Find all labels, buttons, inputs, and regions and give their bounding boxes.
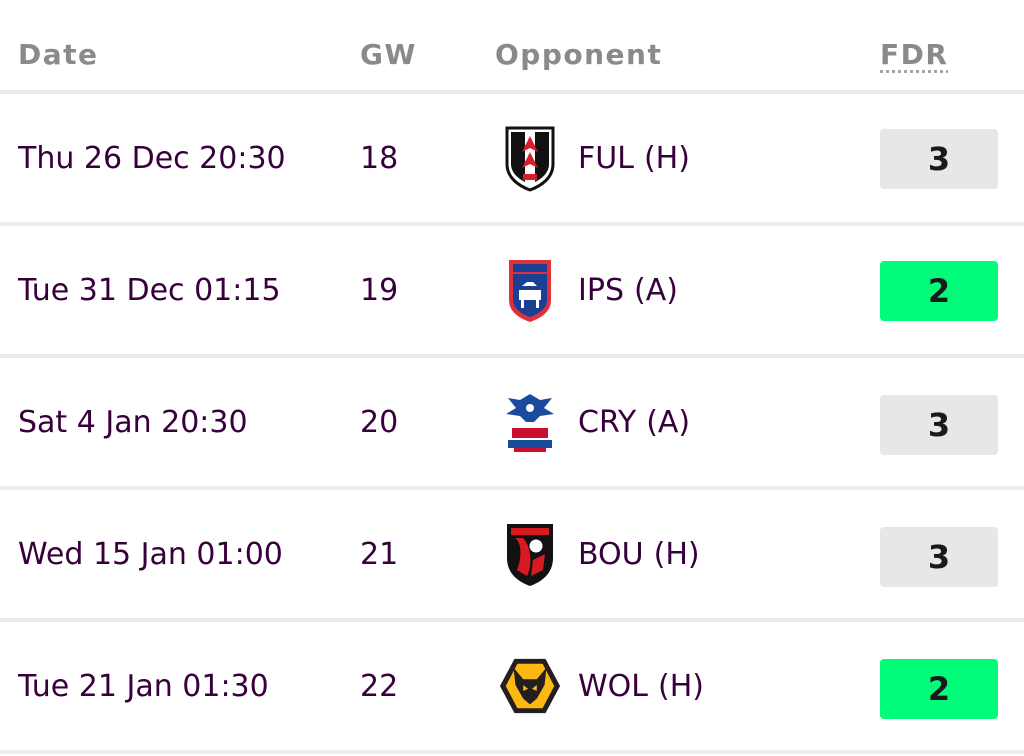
bournemouth-crest-icon (498, 490, 562, 618)
opponent-name: BOU (578, 536, 644, 572)
opponent-name: FUL (578, 140, 634, 176)
venue: (H) (653, 536, 700, 572)
crystal-palace-crest-icon (498, 358, 562, 486)
wolves-crest-icon (498, 622, 562, 750)
venue: (A) (646, 404, 691, 440)
header-date: Date (18, 38, 99, 71)
fixture-gameweek: 18 (360, 140, 399, 176)
fixture-row[interactable]: Wed 15 Jan 01:00 21 BOU (H) 3 (0, 490, 1024, 622)
header-fdr[interactable]: FDR (880, 38, 949, 71)
venue: (H) (658, 668, 704, 704)
header-gameweek: GW (360, 38, 417, 71)
fixture-row[interactable]: Thu 26 Dec 20:30 18 FUL (H) 3 (0, 94, 1024, 226)
header-opponent: Opponent (495, 38, 663, 71)
venue: (A) (633, 272, 678, 308)
fixture-date: Thu 26 Dec 20:30 (18, 140, 286, 176)
fixture-date: Tue 31 Dec 01:15 (18, 272, 281, 308)
fixture-row[interactable]: Tue 21 Jan 01:30 22 WOL (H) 2 (0, 622, 1024, 754)
fdr-badge: 2 (880, 659, 998, 719)
opponent-name: IPS (578, 272, 624, 308)
opponent-name: CRY (578, 404, 637, 440)
fdr-value: 3 (927, 406, 951, 444)
fixture-gameweek: 20 (360, 404, 399, 440)
fixture-date: Wed 15 Jan 01:00 (18, 536, 283, 572)
venue: (H) (643, 140, 690, 176)
fdr-badge: 3 (880, 527, 998, 587)
fulham-crest-icon (498, 94, 562, 222)
fixture-row[interactable]: Sat 4 Jan 20:30 20 CRY (A) 3 (0, 358, 1024, 490)
fixture-date: Sat 4 Jan 20:30 (18, 404, 248, 440)
fdr-value: 2 (927, 670, 951, 708)
fixture-gameweek: 22 (360, 668, 399, 704)
fixture-gameweek: 19 (360, 272, 399, 308)
fixture-gameweek: 21 (360, 536, 399, 572)
fdr-badge: 3 (880, 129, 998, 189)
table-header: Date GW Opponent FDR (0, 0, 1024, 94)
fdr-value: 2 (927, 272, 951, 310)
fixture-date: Tue 21 Jan 01:30 (18, 668, 269, 704)
fixture-row[interactable]: Tue 31 Dec 01:15 19 IPS (A) 2 (0, 226, 1024, 358)
opponent-name: WOL (578, 668, 648, 704)
fdr-value: 3 (927, 140, 951, 178)
fdr-badge: 3 (880, 395, 998, 455)
fdr-value: 3 (927, 538, 951, 576)
fdr-badge: 2 (880, 261, 998, 321)
ipswich-crest-icon (498, 226, 562, 354)
